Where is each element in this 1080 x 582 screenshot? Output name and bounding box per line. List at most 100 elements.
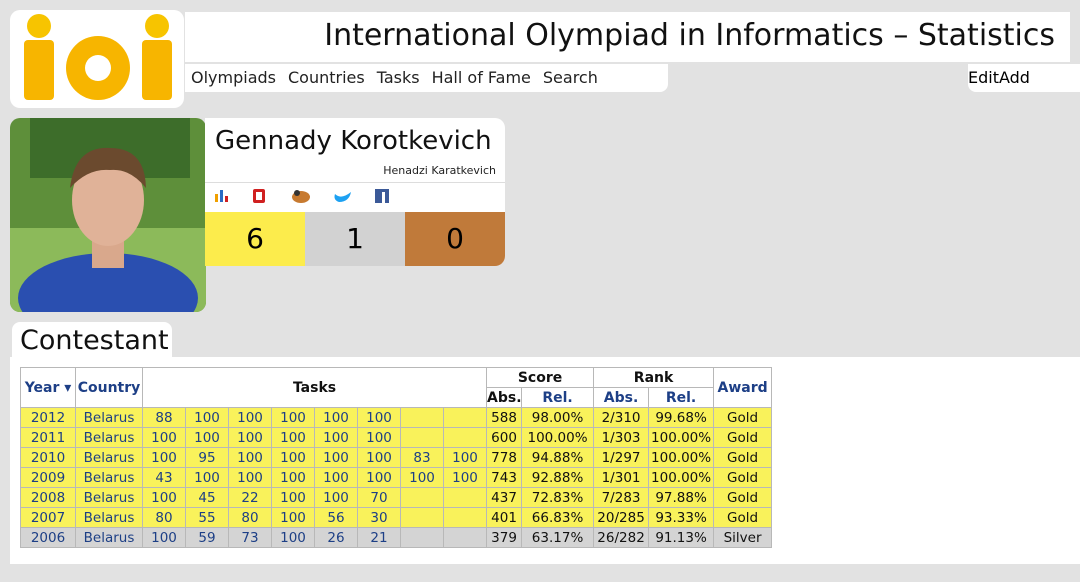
country-cell[interactable]: Belarus <box>75 487 143 508</box>
nav-link[interactable]: Tasks <box>376 68 420 87</box>
year-cell[interactable]: 2012 <box>20 407 76 428</box>
task-score[interactable]: 100 <box>314 407 358 428</box>
country-cell[interactable]: Belarus <box>75 447 143 468</box>
task-score[interactable]: 80 <box>228 507 272 528</box>
year-cell[interactable]: 2011 <box>20 427 76 448</box>
rank-abs-cell: 26/282 <box>593 527 650 548</box>
rank-rel-header[interactable]: Rel. <box>648 387 715 408</box>
task-score[interactable]: 100 <box>228 427 272 448</box>
result-row: 2007 Belarus 80 55 80 100 56 30 401 66.83% 20/285 9… <box>20 507 773 528</box>
task-score[interactable]: 100 <box>142 427 186 448</box>
task-score[interactable]: 100 <box>314 487 358 508</box>
task-score[interactable]: 100 <box>400 467 444 488</box>
nav-link[interactable]: Search <box>542 68 598 87</box>
award-header[interactable]: Award <box>713 367 773 408</box>
rank-abs-cell: 1/301 <box>593 467 650 488</box>
task-score[interactable]: 43 <box>142 467 186 488</box>
task-score[interactable]: 100 <box>314 467 358 488</box>
score-abs-header: Abs. <box>486 387 523 408</box>
task-score[interactable]: 100 <box>142 527 186 548</box>
task-score[interactable]: 100 <box>271 427 315 448</box>
empty-task <box>400 487 444 508</box>
task-score[interactable]: 70 <box>357 487 401 508</box>
action-link[interactable]: Edit <box>968 68 999 87</box>
task-score[interactable]: 45 <box>185 487 229 508</box>
year-header[interactable]: Year ▾ <box>20 367 76 408</box>
score-rel-header[interactable]: Rel. <box>521 387 595 408</box>
country-cell[interactable]: Belarus <box>75 527 143 548</box>
profile-icons[interactable] <box>211 186 411 206</box>
gold-count: 6 <box>205 212 305 266</box>
task-score[interactable]: 88 <box>142 407 186 428</box>
country-cell[interactable]: Belarus <box>75 467 143 488</box>
year-cell[interactable]: 2009 <box>20 467 76 488</box>
bronze-count: 0 <box>405 212 505 266</box>
task-score[interactable]: 100 <box>271 407 315 428</box>
task-score[interactable]: 100 <box>357 407 401 428</box>
task-score[interactable]: 100 <box>357 467 401 488</box>
task-score[interactable]: 100 <box>442 447 488 468</box>
empty-task <box>400 427 444 448</box>
task-score[interactable]: 100 <box>271 447 315 468</box>
country-header[interactable]: Country <box>75 367 143 408</box>
task-score[interactable]: 100 <box>314 447 358 468</box>
task-score[interactable]: 100 <box>228 447 272 468</box>
title-bar: International Olympiad in Informatics – … <box>185 12 1070 62</box>
task-score[interactable]: 100 <box>228 407 272 428</box>
tasks-header: Tasks <box>141 367 488 408</box>
rank-abs-cell: 7/283 <box>593 487 650 508</box>
task-score[interactable]: 100 <box>185 467 229 488</box>
task-score[interactable]: 95 <box>185 447 229 468</box>
year-cell[interactable]: 2008 <box>20 487 76 508</box>
task-score[interactable]: 56 <box>314 507 358 528</box>
score-abs-cell: 600 <box>486 427 523 448</box>
year-cell[interactable]: 2010 <box>20 447 76 468</box>
task-score[interactable]: 100 <box>442 467 488 488</box>
year-cell[interactable]: 2007 <box>20 507 76 528</box>
logo[interactable] <box>10 10 184 108</box>
rank-abs-header[interactable]: Abs. <box>593 387 650 408</box>
task-score[interactable]: 100 <box>228 467 272 488</box>
task-score[interactable]: 100 <box>271 467 315 488</box>
country-cell[interactable]: Belarus <box>75 427 143 448</box>
task-score[interactable]: 59 <box>185 527 229 548</box>
task-score[interactable]: 100 <box>142 487 186 508</box>
photo-graphic <box>10 118 206 312</box>
site-title: International Olympiad in Informatics – … <box>324 18 1055 53</box>
rank-abs-cell: 2/310 <box>593 407 650 428</box>
task-score[interactable]: 80 <box>142 507 186 528</box>
task-score[interactable]: 100 <box>314 427 358 448</box>
country-cell[interactable]: Belarus <box>75 507 143 528</box>
rank-rel-cell: 100.00% <box>648 447 715 468</box>
action-link[interactable]: Add <box>998 68 1030 87</box>
score-rel-cell: 100.00% <box>521 427 595 448</box>
nav-bar: Olympiads Countries Tasks Hall of Fame Searc… <box>185 64 668 92</box>
award-cell: Gold <box>713 407 773 428</box>
task-score[interactable]: 22 <box>228 487 272 508</box>
task-score[interactable]: 30 <box>357 507 401 528</box>
award-cell: Gold <box>713 487 773 508</box>
country-cell[interactable]: Belarus <box>75 407 143 428</box>
task-score[interactable]: 55 <box>185 507 229 528</box>
task-score[interactable]: 83 <box>400 447 444 468</box>
task-score[interactable]: 100 <box>185 427 229 448</box>
logo-graphic <box>24 14 172 100</box>
task-score[interactable]: 100 <box>357 447 401 468</box>
nav-link[interactable]: Countries <box>288 68 365 87</box>
nav-link[interactable]: Hall of Fame <box>431 68 531 87</box>
nav-link[interactable]: Olympiads <box>191 68 276 87</box>
task-score[interactable]: 73 <box>228 527 272 548</box>
results-table: Year ▾ Country Tasks Score Rank Award Abs. Rel… <box>20 367 773 548</box>
task-score[interactable]: 100 <box>271 507 315 528</box>
task-score[interactable]: 100 <box>142 447 186 468</box>
result-row: 2008 Belarus 100 45 22 100 100 70 437 72.83% 7/283… <box>20 487 773 508</box>
task-score[interactable]: 21 <box>357 527 401 548</box>
task-score[interactable]: 100 <box>357 427 401 448</box>
task-score[interactable]: 100 <box>185 407 229 428</box>
score-rel-cell: 92.88% <box>521 467 595 488</box>
task-score[interactable]: 100 <box>271 527 315 548</box>
score-rel-cell: 66.83% <box>521 507 595 528</box>
year-cell[interactable]: 2006 <box>20 527 76 548</box>
task-score[interactable]: 26 <box>314 527 358 548</box>
task-score[interactable]: 100 <box>271 487 315 508</box>
